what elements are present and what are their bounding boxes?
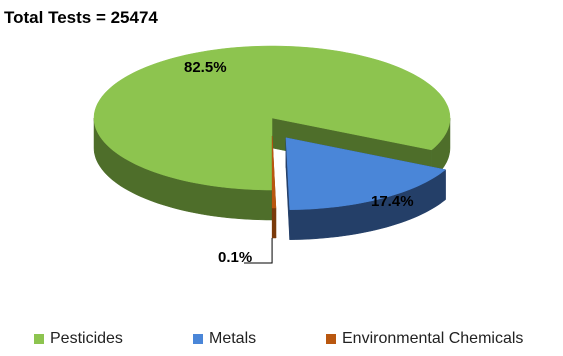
chart-title: Total Tests = 25474 [4,8,158,27]
legend-swatch-environmental-chemicals [326,334,336,344]
legend-label-environmental-chemicals: Environmental Chemicals [342,330,524,347]
pie-slice-metals [285,137,447,240]
legend-item-environmental-chemicals: Environmental Chemicals [326,330,523,348]
legend-label-metals: Metals [209,330,257,347]
pie-slice-environmental-chemicals-top [271,135,277,209]
pie-slice-metals-top [285,137,447,210]
leader-line-environmental-chemicals [244,237,273,264]
pie-slice-pesticides-top [93,45,451,191]
legend-swatch-pesticides [34,334,44,344]
legend-swatch-metals [193,334,203,344]
legend-item-pesticides: Pesticides [34,330,123,348]
legend-item-metals: Metals [193,330,256,348]
pie-slice-environmental-chemicals [271,135,277,239]
pie-slice-environmental-chemicals-side [271,207,277,239]
legend-label-pesticides: Pesticides [50,330,123,347]
data-label-pesticides: 82.5% [184,59,227,76]
data-label-environmental-chemicals: 0.1% [218,249,252,266]
data-label-metals: 17.4% [371,193,414,210]
pie-chart: 82.5% 17.4% 0.1% [93,45,451,266]
